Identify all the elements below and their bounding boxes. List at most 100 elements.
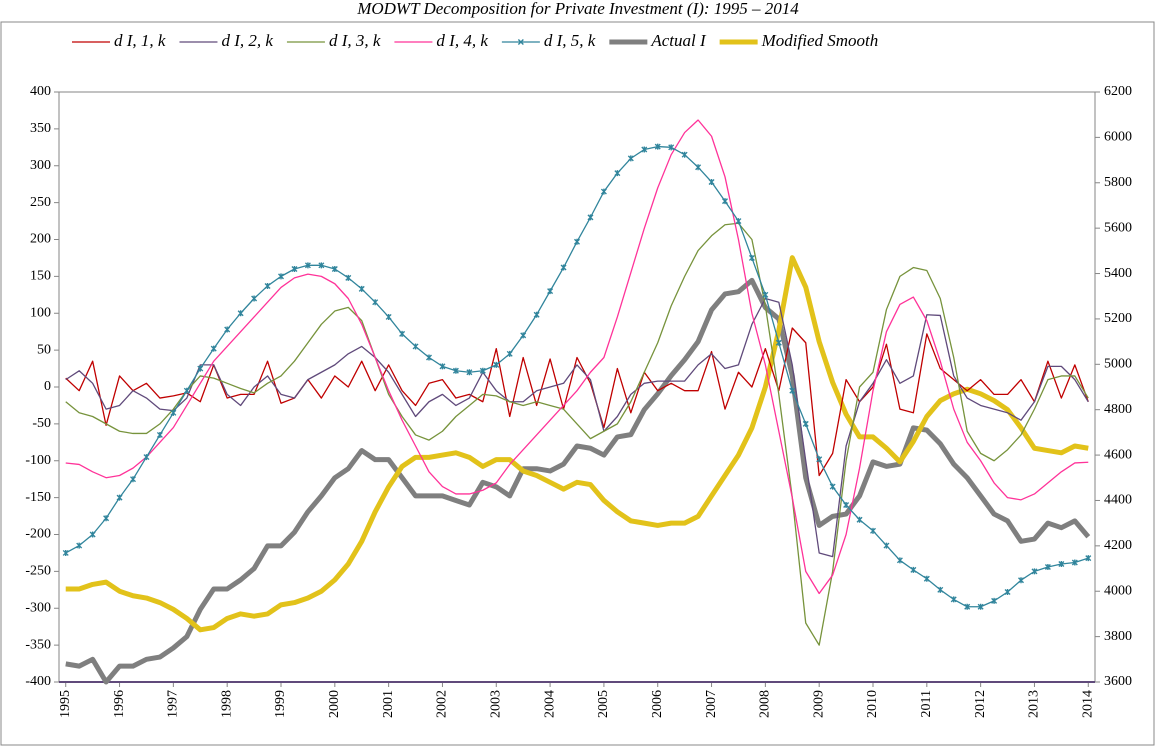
x-tick-label: 2008 bbox=[758, 690, 773, 718]
x-tick-label: 2001 bbox=[381, 690, 396, 718]
series-marker bbox=[479, 367, 486, 374]
series-marker bbox=[883, 542, 890, 549]
series-marker bbox=[735, 218, 742, 225]
series-marker bbox=[627, 155, 634, 162]
series-marker bbox=[762, 291, 769, 298]
series-marker bbox=[291, 266, 298, 272]
x-tick-label: 2009 bbox=[811, 690, 826, 718]
legend-label: d I, 1, k bbox=[114, 31, 166, 50]
series-marker bbox=[210, 345, 217, 352]
series-marker bbox=[1058, 561, 1065, 567]
series-marker bbox=[816, 456, 823, 463]
y-tick-label: -200 bbox=[25, 527, 51, 542]
series-marker bbox=[62, 549, 69, 556]
x-tick-label: 2006 bbox=[650, 690, 665, 718]
series-marker bbox=[614, 170, 621, 177]
x-tick-label: 2000 bbox=[327, 690, 342, 718]
x-tick-label: 1997 bbox=[166, 690, 181, 718]
series-marker bbox=[506, 350, 513, 357]
y2-tick-label: 4800 bbox=[1104, 402, 1132, 417]
x-tick-label: 2013 bbox=[1027, 690, 1042, 718]
y2-tick-label: 5200 bbox=[1104, 311, 1132, 326]
series-marker bbox=[76, 542, 83, 549]
series-marker bbox=[520, 332, 527, 339]
x-tick-label: 1995 bbox=[58, 690, 73, 718]
series-marker bbox=[412, 343, 419, 350]
series-marker bbox=[668, 144, 675, 151]
series-marker bbox=[358, 285, 365, 292]
series-marker bbox=[130, 476, 136, 483]
y-tick-label: 300 bbox=[30, 158, 51, 173]
series-marker bbox=[224, 326, 231, 333]
series-marker bbox=[574, 238, 580, 245]
y2-tick-label: 3600 bbox=[1104, 674, 1132, 689]
series-marker bbox=[278, 273, 284, 280]
x-tick-label: 2010 bbox=[865, 690, 880, 718]
y-tick-label: 350 bbox=[30, 121, 51, 136]
x-tick-label: 2002 bbox=[435, 690, 450, 718]
series-marker bbox=[1085, 555, 1092, 562]
y-tick-label: -150 bbox=[25, 490, 51, 505]
series-marker bbox=[587, 214, 594, 221]
legend-label: d I, 5, k bbox=[544, 31, 596, 50]
plot-area bbox=[58, 91, 1096, 683]
series-marker bbox=[789, 387, 796, 394]
series-marker bbox=[748, 254, 755, 261]
series-marker bbox=[829, 483, 836, 490]
x-tick-label: 2003 bbox=[488, 690, 503, 718]
series-marker bbox=[1044, 563, 1051, 570]
series-marker bbox=[654, 143, 661, 150]
legend-label: d I, 2, k bbox=[221, 31, 273, 50]
series-marker bbox=[331, 266, 338, 272]
x-tick-label: 1999 bbox=[273, 690, 288, 718]
series-line bbox=[65, 327, 1089, 477]
legend-label: d I, 4, k bbox=[436, 31, 488, 50]
series-marker bbox=[103, 515, 110, 522]
series-line bbox=[65, 222, 1089, 646]
chart-title: MODWT Decomposition for Private Investme… bbox=[356, 0, 799, 18]
series-marker bbox=[170, 409, 177, 416]
y2-tick-label: 5000 bbox=[1104, 357, 1132, 372]
series-marker bbox=[1018, 577, 1024, 584]
series-marker bbox=[251, 295, 258, 302]
y-tick-label: 100 bbox=[30, 305, 51, 320]
series-marker bbox=[708, 178, 715, 185]
series-marker bbox=[183, 387, 190, 394]
series-marker bbox=[775, 339, 782, 346]
series-marker bbox=[372, 299, 379, 306]
x-tick-label: 2014 bbox=[1080, 690, 1095, 718]
x-tick-label: 2011 bbox=[919, 690, 934, 717]
y-tick-label: 250 bbox=[30, 195, 51, 210]
y-tick-label: 0 bbox=[44, 379, 51, 394]
series-marker bbox=[197, 365, 204, 372]
y2-tick-label: 4000 bbox=[1104, 583, 1132, 598]
series-marker bbox=[304, 262, 311, 269]
legend-label: Actual I bbox=[650, 31, 707, 50]
series-marker bbox=[977, 603, 984, 610]
series-marker bbox=[89, 531, 96, 538]
series-marker bbox=[681, 151, 688, 158]
y-tick-label: -50 bbox=[32, 416, 51, 431]
series-marker bbox=[439, 363, 446, 370]
series-marker bbox=[385, 313, 392, 320]
series-marker bbox=[318, 262, 325, 269]
series-marker bbox=[991, 597, 998, 604]
y2-tick-label: 4200 bbox=[1104, 538, 1132, 553]
y-tick-label: 400 bbox=[30, 84, 51, 99]
series-marker bbox=[937, 586, 944, 593]
x-tick-label: 2012 bbox=[973, 690, 988, 718]
y-tick-label: -250 bbox=[25, 564, 51, 579]
legend-label: Modified Smooth bbox=[761, 31, 879, 50]
x-tick-label: 1996 bbox=[112, 690, 127, 718]
series-marker bbox=[856, 516, 863, 523]
series-marker bbox=[264, 282, 271, 289]
y2-tick-label: 6000 bbox=[1104, 130, 1132, 145]
series-marker bbox=[237, 310, 244, 317]
series-marker bbox=[143, 454, 150, 461]
y2-tick-label: 4400 bbox=[1104, 493, 1132, 508]
y2-tick-label: 3800 bbox=[1104, 629, 1132, 644]
series-marker bbox=[560, 264, 567, 271]
y-tick-label: -300 bbox=[25, 600, 51, 615]
x-tick-label: 2007 bbox=[704, 690, 719, 718]
series-marker bbox=[493, 361, 500, 368]
